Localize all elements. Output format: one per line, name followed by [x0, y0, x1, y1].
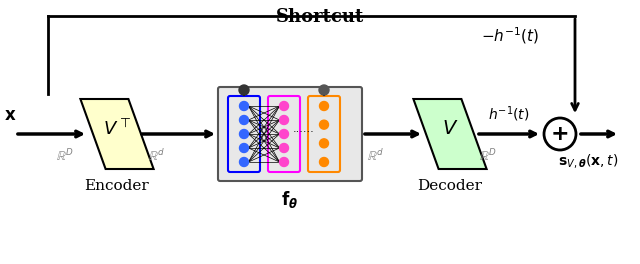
Text: $\mathbb{R}^d$: $\mathbb{R}^d$ [367, 148, 385, 164]
Circle shape [280, 130, 289, 139]
FancyBboxPatch shape [218, 87, 362, 181]
Text: $\mathbb{R}^d$: $\mathbb{R}^d$ [148, 148, 166, 164]
Text: $\mathbb{R}^D$: $\mathbb{R}^D$ [56, 148, 74, 164]
Text: Decoder: Decoder [417, 179, 483, 193]
Circle shape [319, 85, 329, 95]
Circle shape [319, 101, 328, 111]
Circle shape [280, 158, 289, 167]
Circle shape [280, 116, 289, 125]
Text: $V^\top$: $V^\top$ [103, 119, 131, 139]
Circle shape [239, 130, 248, 139]
Circle shape [280, 144, 289, 153]
Text: $\mathbf{f}_{\boldsymbol{\theta}}$: $\mathbf{f}_{\boldsymbol{\theta}}$ [282, 189, 298, 210]
Text: Encoder: Encoder [84, 179, 149, 193]
Circle shape [239, 144, 248, 153]
Text: $-h^{-1}(t)$: $-h^{-1}(t)$ [481, 26, 539, 46]
Polygon shape [81, 99, 154, 169]
Text: $h^{-1}(t)$: $h^{-1}(t)$ [488, 104, 530, 124]
Text: $\mathbb{R}^D$: $\mathbb{R}^D$ [479, 148, 497, 164]
Text: $V$: $V$ [442, 120, 458, 138]
Circle shape [239, 85, 249, 95]
Text: $\mathbf{s}_{V,\boldsymbol{\theta}}(\mathbf{x},t)$: $\mathbf{s}_{V,\boldsymbol{\theta}}(\mat… [558, 152, 618, 170]
Text: ......: ...... [293, 124, 315, 134]
Circle shape [280, 101, 289, 111]
Text: +: + [550, 124, 570, 144]
Text: Shortcut: Shortcut [276, 8, 364, 26]
Circle shape [239, 101, 248, 111]
Circle shape [319, 139, 328, 148]
Circle shape [239, 158, 248, 167]
Circle shape [319, 120, 328, 129]
Circle shape [239, 116, 248, 125]
Circle shape [544, 118, 576, 150]
Polygon shape [413, 99, 486, 169]
Text: $\mathbf{x}$: $\mathbf{x}$ [4, 106, 16, 124]
Circle shape [319, 158, 328, 167]
